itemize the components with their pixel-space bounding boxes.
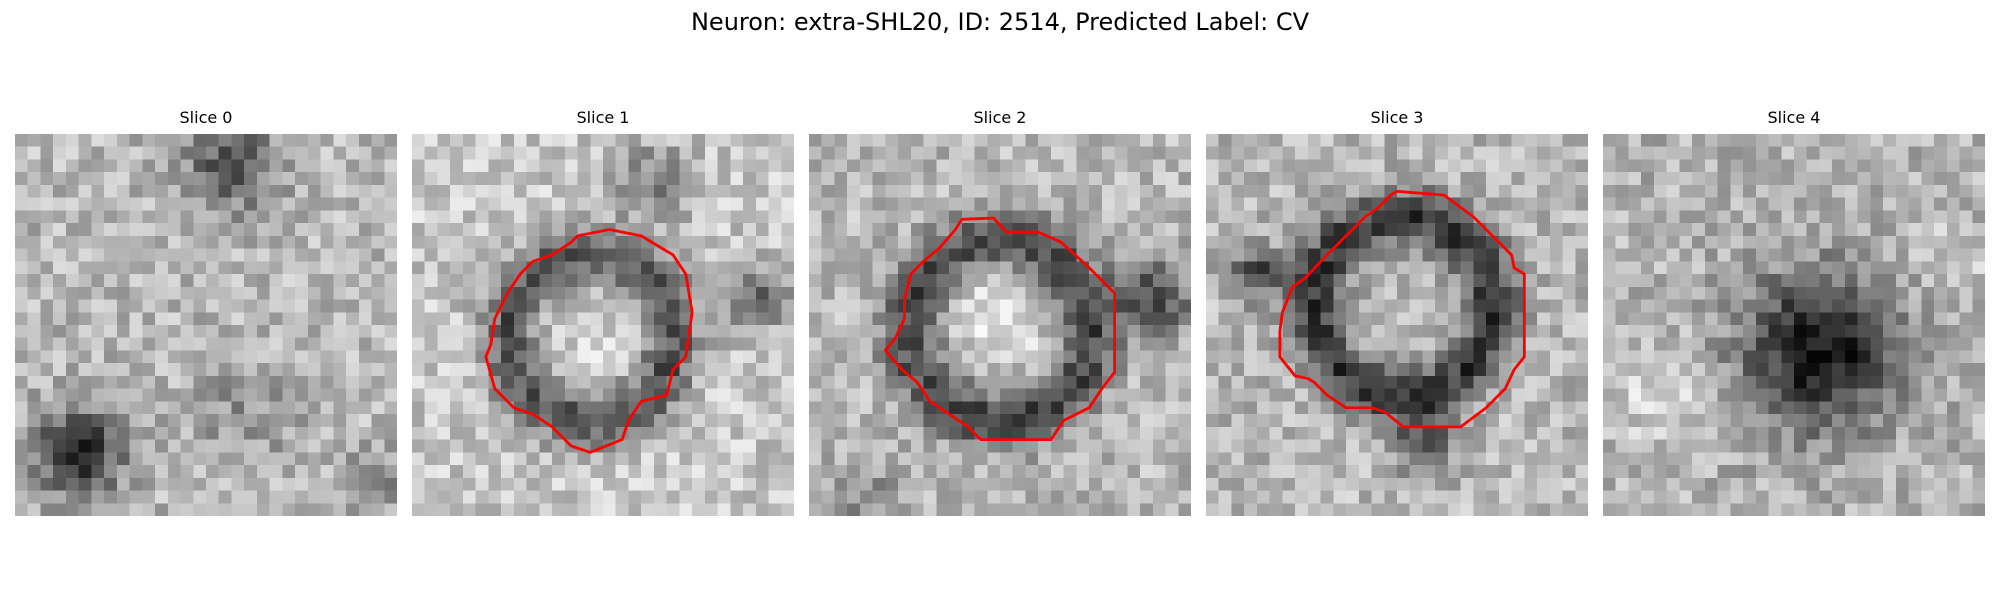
slice-3-pixels bbox=[1206, 134, 1588, 516]
panel-slice-0: Slice 0 bbox=[15, 108, 397, 516]
panel-slice-3: Slice 3 bbox=[1206, 108, 1588, 516]
slice-1-contour bbox=[484, 228, 694, 454]
slice-3-contour bbox=[1278, 189, 1526, 429]
slice-4-image bbox=[1603, 134, 1985, 516]
slice-2-contour bbox=[883, 216, 1117, 442]
slice-4-pixels bbox=[1603, 134, 1985, 516]
slice-3-image bbox=[1206, 134, 1588, 516]
slice-1-image bbox=[412, 134, 794, 516]
slice-2-image bbox=[809, 134, 1191, 516]
panel-slice-4: Slice 4 bbox=[1603, 108, 1985, 516]
panel-title-slice-3: Slice 3 bbox=[1370, 108, 1424, 127]
panel-title-slice-0: Slice 0 bbox=[179, 108, 233, 127]
panel-title-slice-2: Slice 2 bbox=[973, 108, 1027, 127]
panel-slice-1: Slice 1 bbox=[412, 108, 794, 516]
figure-title: Neuron: extra-SHL20, ID: 2514, Predicted… bbox=[690, 8, 1310, 36]
slice-0-pixels bbox=[15, 134, 397, 516]
panel-slice-2: Slice 2 bbox=[809, 108, 1191, 516]
slice-0-image bbox=[15, 134, 397, 516]
slice-1-pixels bbox=[412, 134, 794, 516]
panel-title-slice-4: Slice 4 bbox=[1767, 108, 1821, 127]
slice-2-pixels bbox=[809, 134, 1191, 516]
panel-title-slice-1: Slice 1 bbox=[576, 108, 630, 127]
